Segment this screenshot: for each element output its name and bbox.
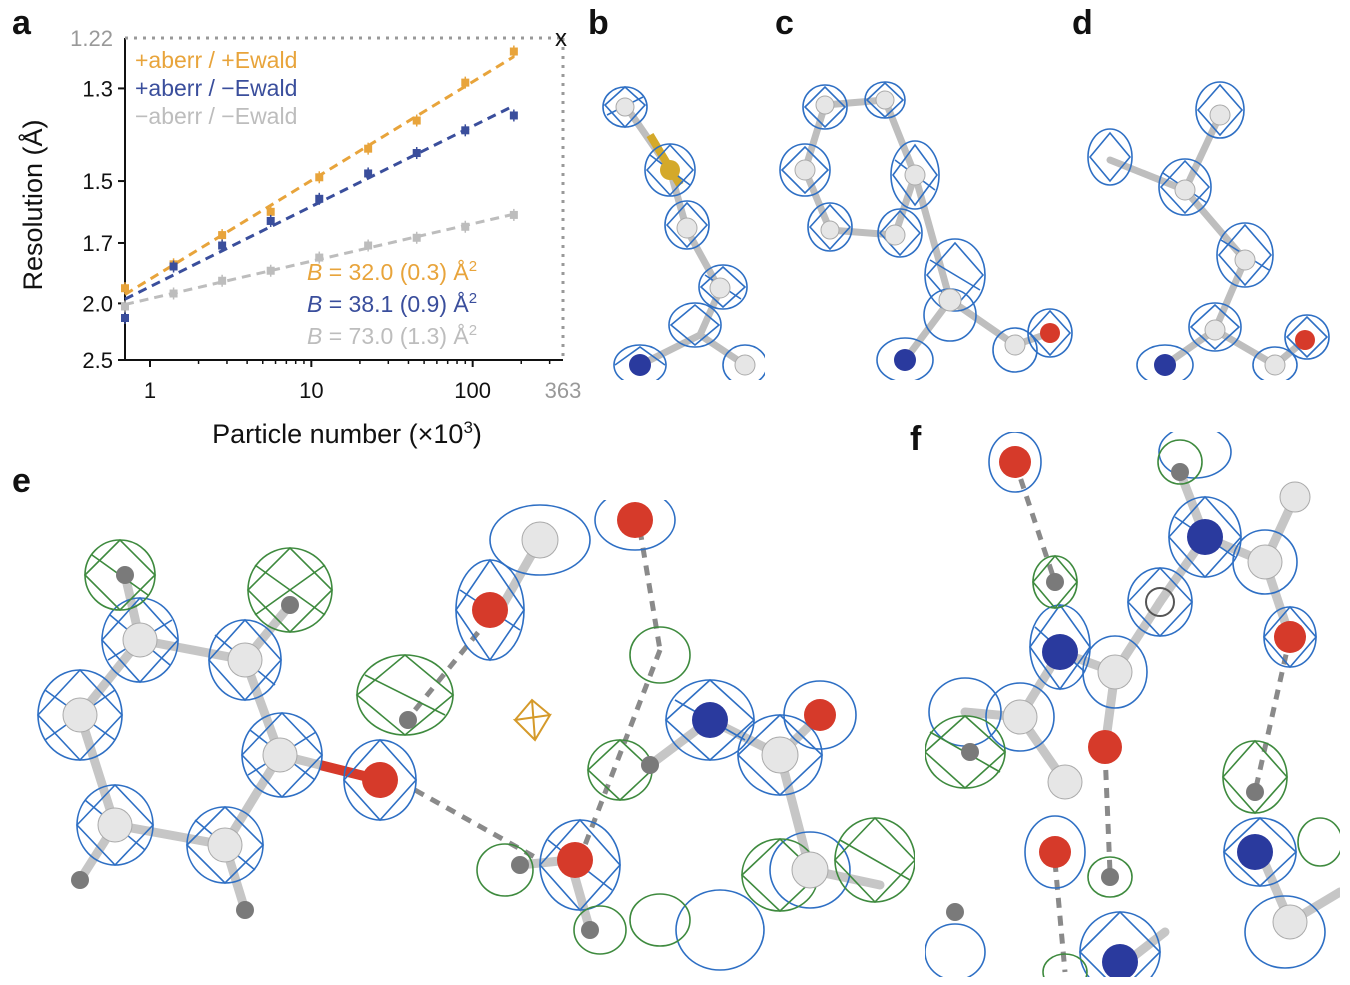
panel-label-c: c [775,4,794,42]
b-factor-0: B = 32.0 (0.3) Å2 [307,258,477,285]
y-axis-label: Resolution (Å) [17,119,48,290]
panel-label-f: f [910,420,922,458]
limit-marker: x [555,25,567,52]
b-factor-2: B = 73.0 (1.3) Å2 [307,322,477,349]
density-map-panel-c [775,75,1080,380]
y-tick-label: 2.5 [82,348,113,373]
data-point [218,231,227,240]
data-point [315,253,324,262]
legend-entry-1: +aberr / −Ewald [135,75,297,101]
legend-entry-2: −aberr / −Ewald [135,103,297,129]
panel-label-d: d [1072,4,1093,42]
data-point [266,207,275,216]
x-tick-label: 10 [299,378,323,403]
data-point [461,126,470,135]
density-map-panel-d [1085,75,1340,380]
data-point [412,149,421,158]
b-factor-1: B = 38.1 (0.9) Å2 [307,290,477,317]
data-point [509,47,518,56]
y-tick-label: 1.5 [82,169,113,194]
chart-legend: +aberr / +Ewald+aberr / −Ewald−aberr / −… [135,47,297,129]
data-point [364,144,373,153]
data-point [121,284,129,293]
panel-label-a: a [12,4,31,42]
density-map-panel-b [595,75,765,380]
data-point [412,233,421,242]
y-tick-label: 2.0 [82,291,113,316]
data-point [266,266,275,275]
x-axis-label: Particle number (×103) [212,418,482,449]
data-point [509,111,518,120]
resolution-vs-particle-chart: 1 10 100 363 1.3 1.5 1.7 2.0 2.5 1.22 x Resolutio… [17,25,582,449]
data-point [169,262,178,271]
data-point [461,222,470,231]
y-tick-label: 1.3 [82,76,113,101]
y-limit-label: 1.22 [70,26,113,51]
density-map-panel-e [20,500,915,980]
data-point [218,241,227,250]
data-point [266,216,275,225]
data-point [218,276,227,285]
data-point [412,116,421,125]
data-point [364,169,373,178]
data-point [364,241,373,250]
legend-entry-0: +aberr / +Ewald [135,47,297,73]
data-point [169,289,178,298]
y-tick-label: 1.7 [82,231,113,256]
x-tick-label: 100 [454,378,491,403]
data-point [315,173,324,182]
data-point [315,194,324,203]
x-tick-label: 1 [144,378,156,403]
panel-label-e: e [12,462,31,500]
x-limit-label: 363 [545,378,582,403]
data-point [461,78,470,87]
data-point [509,210,518,219]
panel-label-b: b [588,4,609,42]
density-map-panel-f [925,432,1340,977]
data-point [121,302,129,311]
b-factor-labels: B = 32.0 (0.3) Å2 B = 38.1 (0.9) Å2 B = 73… [307,258,477,349]
data-point [121,314,129,323]
